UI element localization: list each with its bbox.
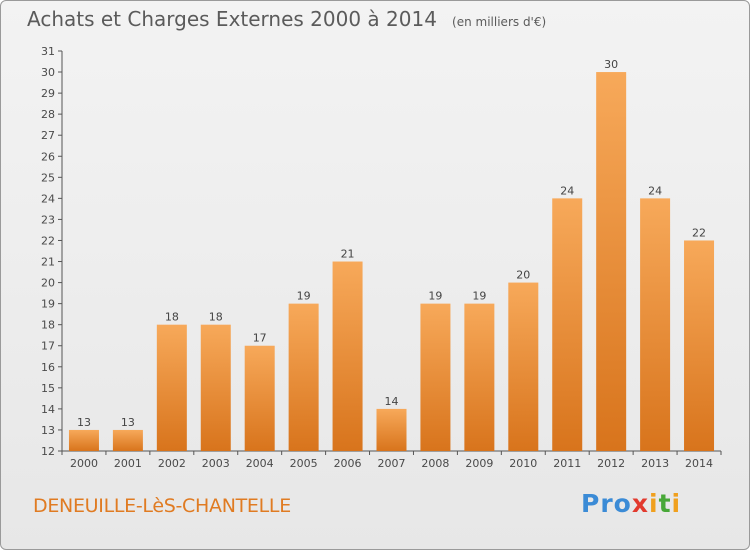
logo-letter: t (658, 489, 672, 518)
y-tick-label: 17 (41, 340, 55, 353)
title-row: Achats et Charges Externes 2000 à 2014 (… (27, 7, 546, 31)
logo-letter: o (613, 489, 632, 518)
x-tick-label: 2006 (334, 457, 362, 470)
x-tick-label: 2008 (421, 457, 449, 470)
x-tick-label: 2003 (202, 457, 230, 470)
bar (640, 198, 671, 451)
bar (420, 303, 451, 451)
bar (596, 72, 627, 451)
y-tick-label: 22 (41, 234, 55, 247)
commune-name: DENEUILLE-LèS-CHANTELLE (33, 495, 291, 517)
y-tick-label: 21 (41, 256, 55, 269)
y-tick-label: 26 (41, 150, 55, 163)
x-tick-label: 2012 (597, 457, 625, 470)
bar (464, 303, 495, 451)
x-tick-label: 2014 (685, 457, 713, 470)
y-tick-label: 16 (41, 361, 55, 374)
y-tick-label: 18 (41, 319, 55, 332)
y-tick-label: 13 (41, 424, 55, 437)
bar-value-label: 13 (121, 416, 135, 429)
bar (552, 198, 583, 451)
bar-value-label: 13 (77, 416, 91, 429)
bar (156, 324, 187, 451)
y-tick-label: 30 (41, 66, 55, 79)
y-axis: 12 13 14 15 16 17 18 19 20 21 22 23 24 25 26 27 28 29 30 31 (41, 45, 63, 458)
x-tick-label: 2005 (290, 457, 318, 470)
y-tick-label: 24 (41, 192, 55, 205)
x-tick-label: 2010 (509, 457, 537, 470)
logo-letter: i (671, 489, 682, 518)
bar-value-label: 22 (692, 226, 706, 239)
bar (288, 303, 319, 451)
y-tick-label: 19 (41, 298, 55, 311)
bar (244, 345, 275, 451)
bar (684, 240, 715, 451)
bar (376, 408, 407, 451)
bar-chart: 12 13 14 15 16 17 18 19 20 21 22 23 24 25 26 27 28 29 30 31… (41, 45, 722, 470)
x-axis: 2000 2001 2002 2003 2004 2005 2006 2007 2008 2009… (61, 450, 722, 470)
bar-value-label: 18 (165, 311, 179, 324)
bar-value-label: 17 (253, 332, 267, 345)
y-tick-label: 12 (41, 445, 55, 458)
x-tick-label: 2009 (465, 457, 493, 470)
bar (332, 261, 363, 451)
logo-letter: x (631, 489, 649, 518)
y-tick-label: 27 (41, 129, 55, 142)
bar-value-label: 19 (297, 290, 311, 303)
bar-value-label: 19 (428, 290, 442, 303)
y-tick-label: 29 (41, 87, 55, 100)
x-tick-label: 2001 (114, 457, 142, 470)
x-tick-label: 2002 (158, 457, 186, 470)
proxiti-logo: Proxiti (581, 489, 681, 518)
y-tick-label: 31 (41, 45, 55, 58)
bar (112, 429, 143, 451)
y-tick-label: 25 (41, 171, 55, 184)
y-tick-label: 15 (41, 382, 55, 395)
bar-value-label: 24 (648, 184, 662, 197)
bars: 13 13 18 18 17 19 21 14 19 19 20 24 30 24 22 (68, 58, 715, 451)
bar (68, 429, 99, 451)
bar-value-label: 18 (209, 311, 223, 324)
chart-title: Achats et Charges Externes 2000 à 2014 (27, 7, 437, 31)
bar-value-label: 19 (472, 290, 486, 303)
bar-value-label: 14 (385, 395, 399, 408)
y-tick-label: 28 (41, 108, 55, 121)
bar (200, 324, 231, 451)
chart-subtitle: (en milliers d'€) (452, 15, 547, 29)
y-tick-label: 20 (41, 277, 55, 290)
logo-letter: i (649, 489, 659, 518)
bar-value-label: 30 (604, 58, 618, 71)
x-tick-label: 2000 (70, 457, 98, 470)
logo-letter: r (600, 489, 614, 518)
bar (508, 282, 539, 451)
x-tick-label: 2007 (378, 457, 406, 470)
logo-letter: P (581, 489, 601, 518)
bar-value-label: 21 (341, 248, 355, 261)
bar-value-label: 24 (560, 184, 574, 197)
x-tick-label: 2013 (641, 457, 669, 470)
y-tick-label: 14 (41, 403, 55, 416)
bar-value-label: 20 (516, 269, 530, 282)
x-tick-label: 2004 (246, 457, 274, 470)
y-tick-label: 23 (41, 213, 55, 226)
x-tick-label: 2011 (553, 457, 581, 470)
